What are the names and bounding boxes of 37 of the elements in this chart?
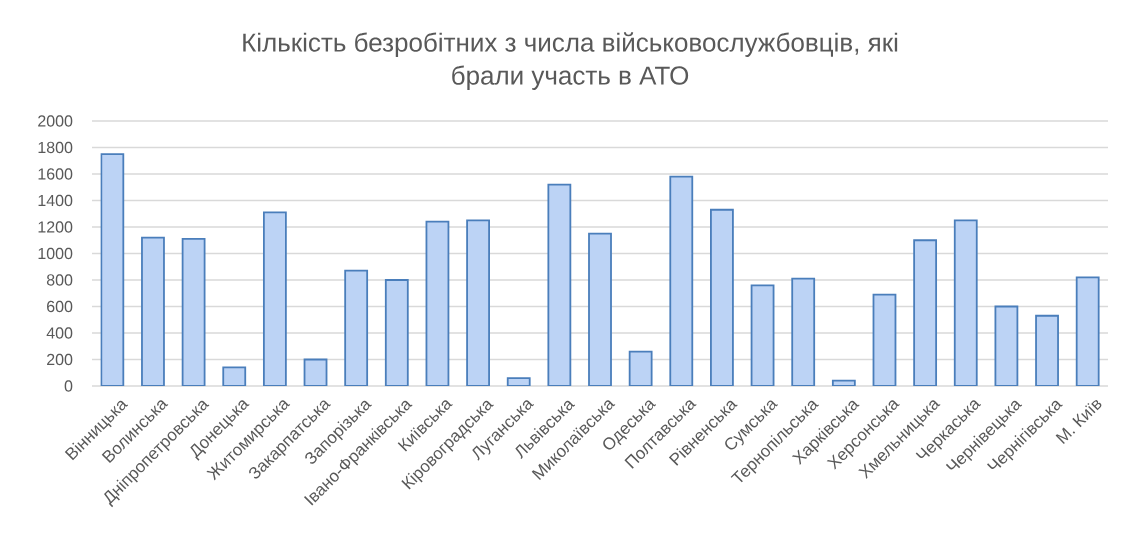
- bar: [262, 211, 287, 386]
- bar: [831, 379, 856, 386]
- bar: [425, 220, 450, 386]
- y-tick-label: 1800: [38, 141, 73, 154]
- bar: [913, 239, 938, 386]
- bar: [181, 238, 206, 386]
- bar: [1075, 276, 1100, 386]
- bar: [710, 208, 734, 386]
- y-tick-label: 1400: [38, 194, 73, 207]
- y-tick-label: 400: [46, 327, 73, 339]
- chart-title: Кількість безробітних з числа військовослужбовців, які брали участь в АТО: [243, 32, 898, 90]
- bar: [750, 284, 775, 386]
- y-tick-label: 2000: [38, 115, 73, 127]
- y-tick-label: 600: [47, 300, 73, 313]
- y-tick-label: 1600: [38, 168, 73, 180]
- bar: [506, 377, 531, 386]
- bar: [303, 358, 328, 386]
- bar: [222, 366, 247, 386]
- y-tick-label: 0: [64, 380, 73, 392]
- bar: [791, 277, 816, 386]
- bar: [628, 350, 653, 386]
- y-tick-label: 1000: [38, 247, 73, 260]
- bar: [953, 219, 978, 386]
- y-tick-label: 200: [47, 353, 73, 366]
- bar: [141, 236, 165, 386]
- y-tick-label: 800: [46, 274, 73, 286]
- bar: [872, 293, 897, 386]
- y-tick-label: 1200: [38, 221, 73, 233]
- bar: [1035, 314, 1059, 386]
- bar: [669, 175, 694, 386]
- bar: [994, 305, 1019, 386]
- bar: [344, 269, 369, 386]
- bar: [547, 183, 572, 386]
- bar: [384, 279, 409, 386]
- bar: [588, 232, 612, 386]
- bar: [100, 153, 125, 386]
- bar: [466, 219, 490, 386]
